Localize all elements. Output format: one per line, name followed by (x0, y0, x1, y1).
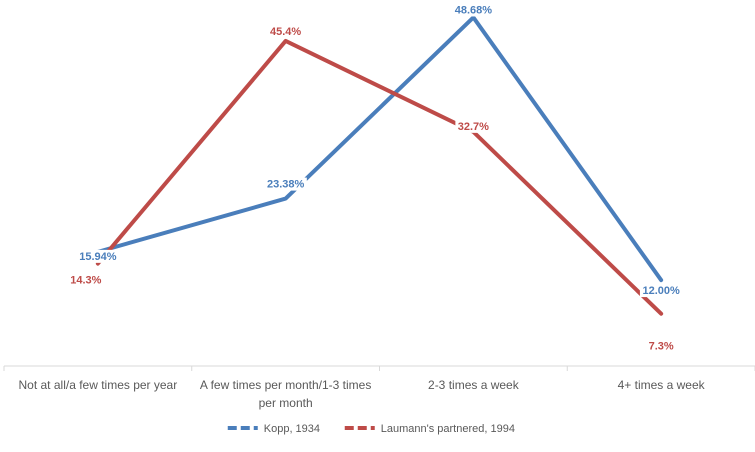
data-label-bg (267, 24, 304, 38)
data-label: 15.94% (79, 251, 117, 263)
data-label-bg (76, 249, 120, 263)
data-label: 12.00% (642, 285, 680, 297)
data-label-bg (646, 339, 676, 353)
data-label: 14.3% (70, 275, 101, 287)
legend-label-2: Laumann's partnered, 1994 (381, 423, 515, 435)
data-label: 32.7% (458, 121, 489, 133)
data-label-bg (455, 119, 492, 133)
x-tick-label: 4+ times a week (618, 378, 706, 392)
category-labels: Not at all/a few times per year A few tim… (19, 378, 706, 410)
data-label-bg (264, 177, 307, 191)
x-tick-label: A few times per month/1-3 times per month (200, 378, 371, 410)
x-tick-label: Not at all/a few times per year (19, 378, 178, 392)
series-line-1 (95, 15, 664, 283)
data-label-bg (67, 273, 104, 287)
data-label: 7.3% (649, 341, 674, 353)
x-axis (3, 365, 755, 371)
legend: Kopp, 1934 Laumann's partnered, 1994 (227, 423, 515, 435)
data-label-bg (452, 3, 495, 17)
legend-label-1: Kopp, 1934 (264, 423, 320, 435)
data-label-bg (639, 284, 683, 298)
data-label: 45.4% (270, 26, 301, 38)
x-tick-label: 2-3 times a week (428, 378, 520, 392)
series-line-2 (95, 38, 664, 316)
data-label: 48.68% (455, 4, 493, 16)
data-labels: 15.94% 23.38% 48.68% 12.00% 14.3% 45.4% 32.7% 7… (67, 3, 683, 353)
data-label: 23.38% (267, 179, 305, 191)
series-lines (95, 15, 664, 316)
